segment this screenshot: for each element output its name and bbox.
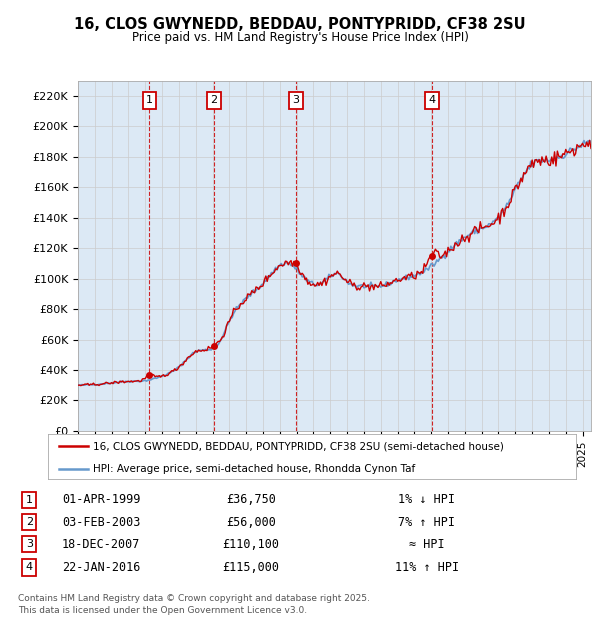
Text: 4: 4 (428, 95, 436, 105)
Text: HPI: Average price, semi-detached house, Rhondda Cynon Taf: HPI: Average price, semi-detached house,… (93, 464, 415, 474)
Text: Contains HM Land Registry data © Crown copyright and database right 2025.: Contains HM Land Registry data © Crown c… (18, 594, 370, 603)
Text: £36,750: £36,750 (226, 494, 276, 507)
Text: This data is licensed under the Open Government Licence v3.0.: This data is licensed under the Open Gov… (18, 606, 307, 616)
Text: 16, CLOS GWYNEDD, BEDDAU, PONTYPRIDD, CF38 2SU (semi-detached house): 16, CLOS GWYNEDD, BEDDAU, PONTYPRIDD, CF… (93, 441, 504, 451)
Text: 2: 2 (26, 517, 33, 527)
Text: £115,000: £115,000 (223, 560, 280, 574)
Text: Price paid vs. HM Land Registry's House Price Index (HPI): Price paid vs. HM Land Registry's House … (131, 31, 469, 44)
Text: 7% ↑ HPI: 7% ↑ HPI (398, 516, 455, 528)
Text: 11% ↑ HPI: 11% ↑ HPI (395, 560, 459, 574)
Text: 3: 3 (26, 539, 33, 549)
Text: £110,100: £110,100 (223, 538, 280, 551)
Text: 16, CLOS GWYNEDD, BEDDAU, PONTYPRIDD, CF38 2SU: 16, CLOS GWYNEDD, BEDDAU, PONTYPRIDD, CF… (74, 17, 526, 32)
Text: 4: 4 (26, 562, 33, 572)
Text: 1: 1 (26, 495, 33, 505)
Text: 01-APR-1999: 01-APR-1999 (62, 494, 140, 507)
Text: 2: 2 (211, 95, 217, 105)
Text: ≈ HPI: ≈ HPI (409, 538, 445, 551)
Text: 18-DEC-2007: 18-DEC-2007 (62, 538, 140, 551)
Text: 03-FEB-2003: 03-FEB-2003 (62, 516, 140, 528)
Text: 1% ↓ HPI: 1% ↓ HPI (398, 494, 455, 507)
Text: £56,000: £56,000 (226, 516, 276, 528)
Text: 1: 1 (146, 95, 153, 105)
Text: 22-JAN-2016: 22-JAN-2016 (62, 560, 140, 574)
Text: 3: 3 (292, 95, 299, 105)
